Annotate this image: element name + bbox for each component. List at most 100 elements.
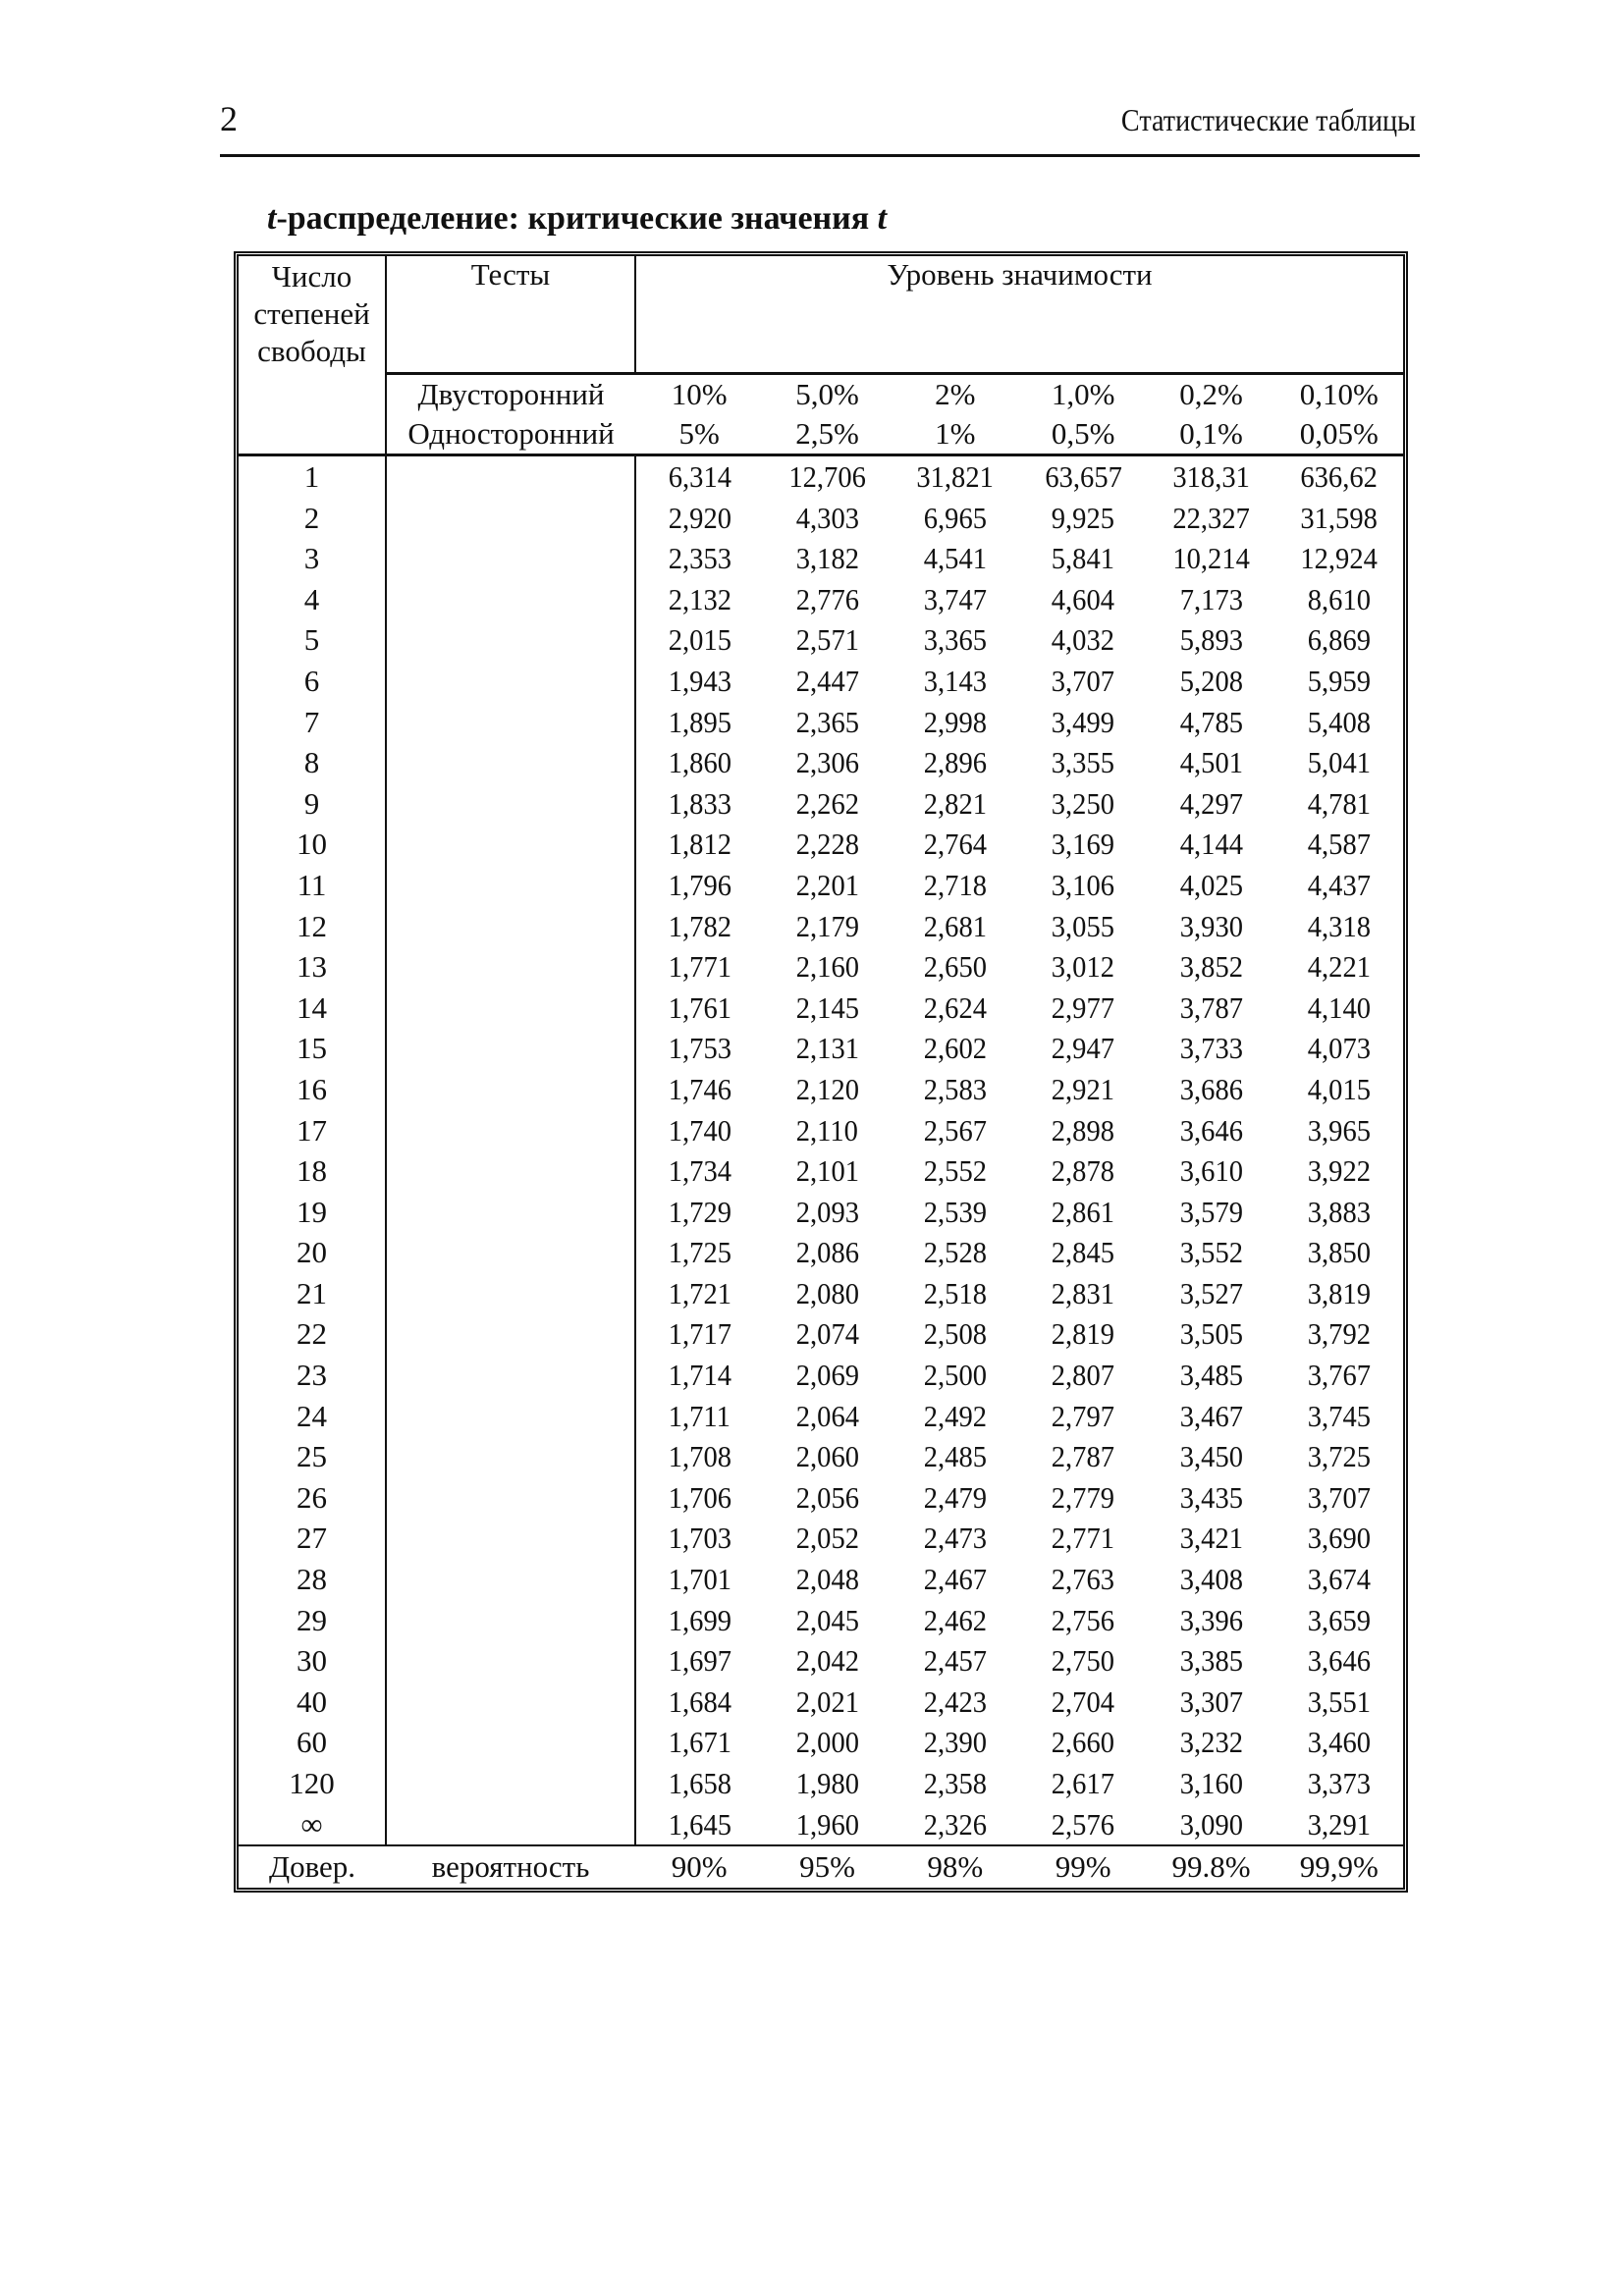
t-value: 1,860 [668,745,731,780]
t-value: 1,729 [668,1194,731,1229]
t-value: 2,508 [923,1316,987,1352]
df-cell: 20 [239,1232,387,1273]
t-value-cell: 2,423 [892,1682,1019,1723]
table-row: 7 1,895 2,365 2,998 3,499 4,785 5,408 [239,701,1403,743]
t-value-cell: 3,232 [1147,1722,1274,1763]
t-value-cell: 4,297 [1147,783,1274,825]
t-value-cell: 3,850 [1275,1232,1403,1273]
t-value: 2,617 [1052,1766,1115,1800]
t-value: 3,767 [1307,1358,1371,1393]
df-cell: 13 [239,946,387,988]
t-value: 1,833 [668,785,731,821]
t-value: 1,645 [668,1806,731,1842]
t-distribution-table: Число степеней свободы Тесты Уровень зна… [234,251,1408,1893]
t-value: 3,733 [1179,1031,1243,1066]
t-value-cell: 3,291 [1275,1804,1403,1846]
t-value: 1,782 [668,908,731,943]
t-value: 4,604 [1052,581,1115,616]
t-value-cell: 3,792 [1275,1313,1403,1355]
t-value: 2,228 [795,827,859,862]
t-value-cell: 4,587 [1275,824,1403,865]
t-value-cell: 2,921 [1019,1069,1147,1110]
df-cell: 27 [239,1518,387,1560]
t-value-cell: 3,551 [1275,1682,1403,1723]
t-value: 1,684 [668,1683,731,1719]
table-row: 8 1,860 2,306 2,896 3,355 4,501 5,041 [239,742,1403,783]
table-row: 25 1,708 2,060 2,485 2,787 3,450 3,725 [239,1436,1403,1477]
t-value: 1,708 [668,1439,731,1474]
t-value: 3,930 [1179,908,1243,943]
t-value-cell: 4,303 [763,498,891,539]
t-value-cell: 2,390 [892,1722,1019,1763]
t-value: 1,734 [668,1153,731,1189]
t-value-cell: 2,831 [1019,1273,1147,1314]
df-cell: ∞ [239,1803,387,1846]
t-value-cell: 3,505 [1147,1313,1274,1355]
t-value-cell: 3,922 [1275,1150,1403,1192]
table-row: ∞ 1,645 1,960 2,326 2,576 3,090 3,291 [239,1803,1403,1846]
t-value: 3,250 [1052,785,1115,821]
t-value-cell: 3,610 [1147,1150,1274,1192]
t-value-cell: 2,617 [1019,1763,1147,1804]
t-value: 2,681 [923,908,987,943]
t-value: 2,764 [923,827,987,862]
t-value: 2,518 [923,1275,987,1310]
df-cell: 9 [239,782,387,825]
t-value: 3,385 [1179,1643,1243,1679]
t-value-cell: 3,965 [1275,1110,1403,1151]
t-value-cell: 2,845 [1019,1232,1147,1273]
t-value: 2,718 [923,867,987,902]
t-value: 4,318 [1307,908,1371,943]
t-value: 31,598 [1300,500,1379,535]
t-value-cell: 4,015 [1275,1069,1403,1110]
t-value: 2,750 [1052,1643,1115,1679]
df-header-line: Число [271,259,352,294]
t-value-cell: 2,228 [763,824,891,865]
t-value-cell: 2,947 [1019,1028,1147,1069]
t-value-cell: 2,771 [1019,1518,1147,1559]
table-row: 3 2,353 3,182 4,541 5,841 10,214 12,924 [239,538,1403,579]
table-row: 11 1,796 2,201 2,718 3,106 4,025 4,437 [239,864,1403,906]
confidence-value: 99% [1018,1844,1148,1888]
df-cell: 7 [239,701,387,743]
t-value: 3,408 [1179,1562,1243,1597]
confidence-row: Довер. вероятность 90% 95% 98% 99% 99.8% 99,9% [239,1844,1403,1888]
t-value-cell: 2,704 [1019,1682,1147,1723]
t-value: 1,943 [668,663,731,698]
t-value-cell: 7,173 [1147,579,1274,620]
t-value-cell: 2,660 [1019,1722,1147,1763]
t-value: 3,551 [1307,1683,1371,1719]
t-value-cell: 2,132 [635,579,763,620]
t-value: 3,499 [1052,704,1115,739]
t-value-cell: 3,012 [1019,946,1147,988]
header-rule [220,154,1420,157]
t-value-cell: 5,959 [1275,661,1403,702]
t-value: 5,841 [1052,541,1115,576]
df-cell: 28 [239,1559,387,1600]
t-value-cell: 2,060 [763,1436,891,1477]
t-value: 3,646 [1307,1643,1371,1679]
t-value: 3,435 [1179,1479,1243,1515]
confidence-value: 99,9% [1274,1844,1403,1888]
t-value: 2,821 [923,785,987,821]
t-value: 2,145 [795,989,859,1025]
t-value: 3,686 [1179,1071,1243,1106]
t-value-cell: 1,980 [763,1763,891,1804]
t-value: 2,998 [923,704,987,739]
df-cell: 3 [239,538,387,579]
t-value: 2,771 [1052,1521,1115,1556]
t-value-cell: 3,090 [1147,1804,1274,1846]
t-value-cell: 3,435 [1147,1477,1274,1519]
t-value: 2,306 [795,745,859,780]
df-cell: 2 [239,497,387,539]
t-value: 2,064 [795,1398,859,1433]
t-value: 3,792 [1307,1316,1371,1352]
t-value-cell: 2,920 [635,498,763,539]
t-value-cell: 1,721 [635,1273,763,1314]
tests-empty-cell [386,1763,636,1804]
df-cell: 120 [239,1763,387,1804]
t-value-cell: 2,306 [763,742,891,783]
t-value-cell: 2,898 [1019,1110,1147,1151]
df-header-line: степеней [253,296,370,331]
t-value-cell: 12,706 [763,455,891,498]
